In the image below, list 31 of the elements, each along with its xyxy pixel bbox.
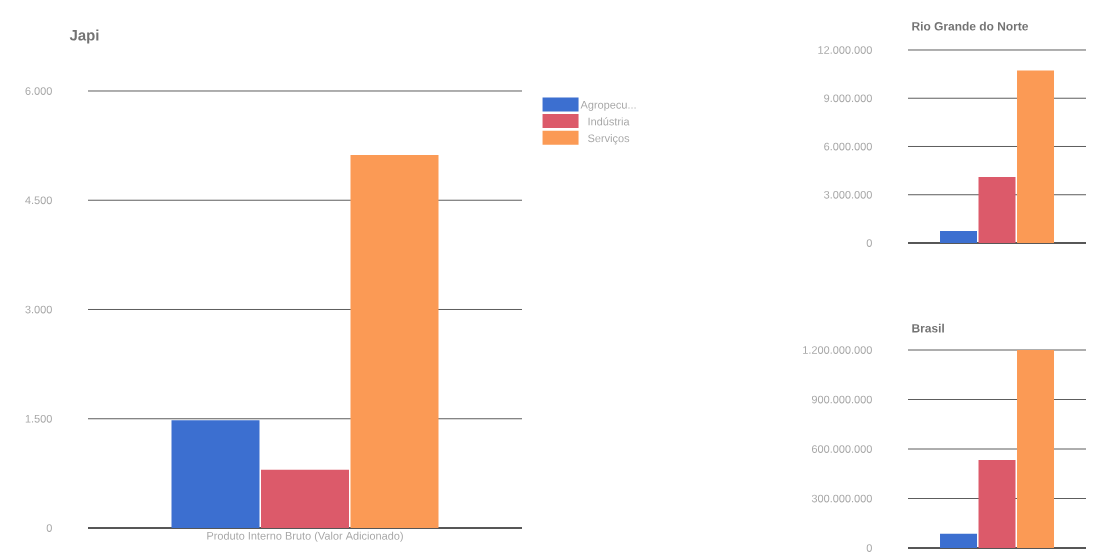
y-tick-label: 0 — [46, 524, 52, 532]
bar — [350, 155, 439, 528]
bar — [940, 533, 978, 548]
y-tick-label: 300.000.000 — [811, 494, 872, 503]
y-tick-label: 0 — [866, 544, 872, 552]
bar — [261, 469, 349, 528]
chart-title: Japi — [69, 29, 99, 44]
y-tick-label: 12.000.000 — [818, 46, 872, 54]
bar — [1017, 350, 1055, 548]
legend-label: Agropecu... — [580, 101, 636, 111]
y-tick-label: 6.000.000 — [824, 142, 872, 151]
bar — [171, 420, 260, 528]
x-tick-label: Produto Interno Bruto (Valor Adicionado) — [207, 531, 403, 542]
y-tick-label: 600.000.000 — [811, 445, 872, 453]
y-tick-label: 900.000.000 — [811, 395, 872, 404]
bar — [1017, 70, 1055, 243]
y-tick-label: 6.000 — [25, 87, 52, 95]
bar — [978, 177, 1016, 243]
y-tick-label: 1.200.000.000 — [803, 346, 872, 354]
legend-label: Indústria — [588, 117, 630, 126]
y-tick-label: 3.000 — [25, 305, 52, 314]
y-tick-label: 9.000.000 — [824, 94, 872, 103]
chart-title: Rio Grande do Norte — [912, 21, 1029, 31]
chart-title: Brasil — [912, 323, 944, 333]
y-tick-label: 3.000.000 — [824, 190, 872, 199]
y-tick-label: 4.500 — [25, 196, 52, 205]
y-tick-label: 0 — [866, 239, 872, 247]
bar — [978, 460, 1016, 548]
bar — [940, 231, 978, 243]
y-tick-label: 1.500 — [25, 414, 52, 423]
legend-label: Serviços — [588, 134, 630, 145]
